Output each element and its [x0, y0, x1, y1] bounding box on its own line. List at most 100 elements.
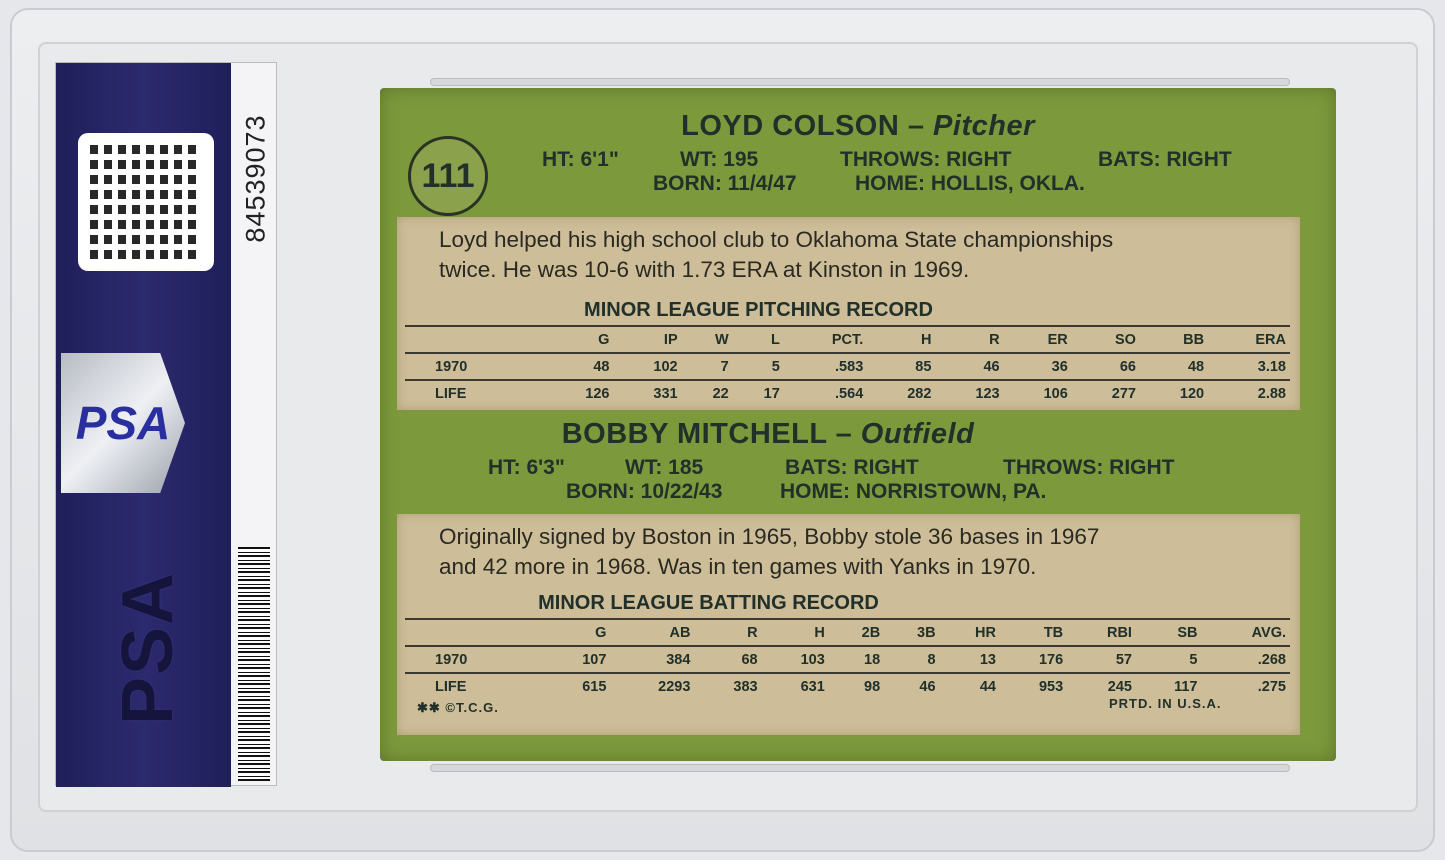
table-cell: TB — [1043, 624, 1064, 641]
table-cell: 107 — [582, 651, 607, 668]
table-cell — [405, 326, 545, 353]
player1-bats: BATS: RIGHT — [1098, 148, 1232, 171]
table-cell: 3.18 — [1257, 358, 1286, 375]
table-header-row: G IP W L PCT. H R ER SO BB ERA — [405, 326, 1290, 353]
player1-bio-line: Loyd helped his high school club to Okla… — [439, 227, 1114, 252]
table-cell: 85 — [915, 358, 932, 375]
table-cell: 117 — [1174, 679, 1198, 695]
batting-record-title: MINOR LEAGUE BATTING RECORD — [538, 592, 879, 614]
table-cell: 282 — [907, 386, 932, 402]
table-cell: ER — [1047, 331, 1068, 348]
table-cell: 176 — [1038, 651, 1064, 668]
table-cell: 331 — [653, 386, 678, 402]
table-cell: ERA — [1255, 331, 1286, 348]
card-number: 111 — [408, 136, 488, 216]
table-cell: 2293 — [658, 679, 691, 695]
table-cell: 66 — [1119, 358, 1136, 375]
table-cell: LIFE — [435, 679, 467, 695]
table-cell: R — [747, 624, 758, 641]
table-cell: BB — [1183, 331, 1205, 348]
player1-stats-box: Loyd helped his high school club to Okla… — [397, 217, 1300, 410]
table-cell: 5 — [771, 358, 780, 375]
copyright: ✱✱ ©T.C.G. — [417, 700, 499, 715]
card-rail-bottom — [430, 764, 1290, 772]
player1-born: BORN: 11/4/47 — [653, 172, 797, 195]
table-cell: 2.88 — [1257, 386, 1286, 402]
table-cell: 46 — [919, 679, 936, 695]
psa-wordmark: PSA — [108, 570, 189, 726]
table-cell: .564 — [835, 386, 864, 402]
table-cell: 18 — [864, 651, 881, 668]
player2-bio-line: Originally signed by Boston in 1965, Bob… — [439, 524, 1100, 549]
batting-record-table: G AB R H 2B 3B HR TB RBI SB AVG. 1970 107 384 68 103 18 8… — [405, 618, 1290, 700]
table-cell: 245 — [1107, 679, 1132, 695]
table-cell: 383 — [733, 679, 758, 695]
table-cell: LIFE — [435, 386, 467, 402]
player1-weight: WT: 195 — [680, 148, 759, 171]
psa-label: PSA PSA 84539073 — [55, 62, 277, 787]
player2-weight: WT: 185 — [625, 456, 704, 479]
table-cell: 120 — [1179, 386, 1205, 402]
label-navy-panel: PSA PSA — [56, 63, 231, 787]
player1-home: HOME: HOLLIS, OKLA. — [855, 172, 1085, 195]
player2-home: HOME: NORRISTOWN, PA. — [780, 480, 1047, 503]
table-cell: 1970 — [435, 651, 468, 668]
table-cell: .583 — [835, 358, 864, 375]
table-cell: 615 — [582, 679, 607, 695]
table-cell: .275 — [1257, 679, 1286, 695]
table-cell: 1970 — [435, 358, 468, 375]
card-rail-top — [430, 78, 1290, 86]
player2-name: BOBBY MITCHELL – Outfield — [561, 418, 975, 450]
table-cell: 123 — [975, 386, 1000, 402]
table-cell: 13 — [979, 651, 996, 668]
printed-in-usa: PRTD. IN U.S.A. — [1109, 696, 1222, 711]
table-cell: 8 — [927, 651, 936, 668]
table-cell: L — [770, 331, 780, 348]
pitching-record-title: MINOR LEAGUE PITCHING RECORD — [584, 299, 933, 321]
table-cell: 98 — [864, 679, 881, 695]
table-cell: 631 — [800, 679, 825, 695]
player1-height: HT: 6'1" — [542, 148, 619, 171]
table-cell: SB — [1177, 624, 1198, 641]
barcode-icon — [238, 547, 270, 781]
table-cell: 103 — [800, 651, 825, 668]
player2-born: BORN: 10/22/43 — [566, 480, 723, 503]
table-cell: PCT. — [831, 331, 864, 348]
pitching-record-table: G IP W L PCT. H R ER SO BB ERA 1970 48 102 7 5 .583 85 46 3… — [405, 325, 1290, 407]
table-row: 1970 107 384 68 103 18 8 13 176 57 5 .268 — [405, 646, 1290, 673]
table-cell: R — [989, 331, 1000, 348]
table-cell: 5 — [1189, 651, 1198, 668]
player1-throws: THROWS: RIGHT — [840, 148, 1012, 171]
table-cell: 384 — [666, 651, 691, 668]
player1-bio-line: twice. He was 10-6 with 1.73 ERA at Kins… — [439, 257, 970, 282]
table-cell: 102 — [653, 358, 678, 375]
table-cell: AVG. — [1251, 624, 1286, 641]
table-row: LIFE 615 2293 383 631 98 46 44 953 245 117 .275 — [405, 673, 1290, 700]
qr-code-icon — [78, 133, 214, 271]
table-cell: .268 — [1257, 651, 1286, 668]
table-cell: SO — [1115, 331, 1136, 348]
cert-number: 84539073 — [240, 113, 271, 243]
table-cell — [405, 619, 543, 646]
player2-bio-line: and 42 more in 1968. Was in ten games wi… — [439, 554, 1037, 579]
player2-stats-box: Originally signed by Boston in 1965, Bob… — [397, 514, 1300, 735]
table-cell: H — [814, 624, 825, 641]
player2-height: HT: 6'3" — [488, 456, 565, 479]
table-cell: 68 — [741, 651, 758, 668]
table-cell: 22 — [712, 386, 729, 402]
table-cell: 953 — [1038, 679, 1064, 695]
table-cell: 277 — [1111, 386, 1136, 402]
table-cell: H — [920, 331, 932, 348]
table-cell: IP — [663, 331, 678, 348]
table-row: 1970 48 102 7 5 .583 85 46 36 66 48 3.18 — [405, 353, 1290, 380]
player2-throws: THROWS: RIGHT — [1003, 456, 1175, 479]
table-cell: 3B — [917, 624, 936, 641]
player2-bats: BATS: RIGHT — [785, 456, 919, 479]
table-cell: 106 — [1043, 386, 1068, 402]
table-cell: G — [598, 331, 610, 348]
table-cell: 48 — [593, 358, 610, 375]
table-cell: W — [715, 331, 729, 348]
table-row: LIFE 126 331 22 17 .564 282 123 106 277 120 2.88 — [405, 380, 1290, 407]
table-header-row: G AB R H 2B 3B HR TB RBI SB AVG. — [405, 619, 1290, 646]
psa-logo: PSA — [61, 353, 185, 493]
